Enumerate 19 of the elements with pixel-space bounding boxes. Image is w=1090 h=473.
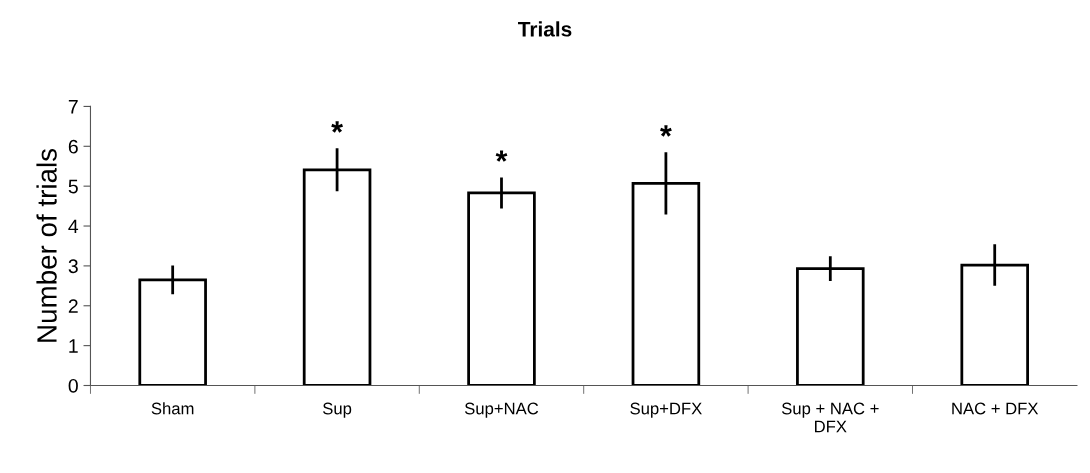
y-tick-label: 7 xyxy=(68,100,78,114)
annotation: * xyxy=(660,125,672,137)
y-tick-label: 6 xyxy=(68,139,78,154)
annotation: * xyxy=(495,150,508,162)
x-tick-label: Sup + NAC + DFX xyxy=(781,402,879,433)
y-tick-label: 3 xyxy=(68,259,78,274)
x-tick-label: NAC + DFX xyxy=(952,402,1039,415)
y-axis-title: Number of trials xyxy=(36,148,57,342)
y-tick-label: 1 xyxy=(69,339,78,353)
x-tick-label: Sham xyxy=(151,402,194,415)
y-tick-label: 0 xyxy=(68,378,78,393)
y-tick-label: 5 xyxy=(68,179,78,194)
annotation: * xyxy=(331,121,343,133)
x-tick-label: Sup xyxy=(323,402,352,418)
x-tick-label: Sup+DFX xyxy=(630,402,702,418)
y-tick-label: 4 xyxy=(68,219,79,234)
y-tick-label: 2 xyxy=(68,299,78,313)
x-tick-label: Sup+NAC xyxy=(464,402,539,418)
chart-title: Trials xyxy=(518,21,572,37)
